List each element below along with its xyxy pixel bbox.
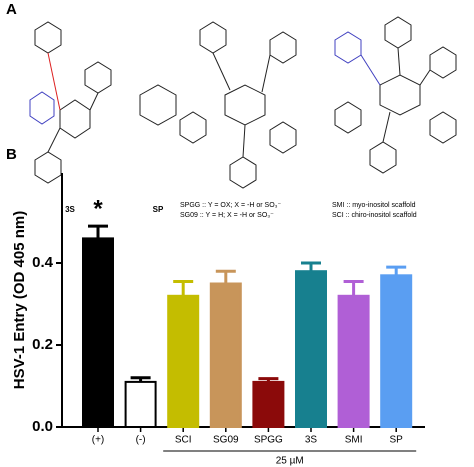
y-axis-label: HSV-1 Entry (OD 405 nm)	[11, 211, 28, 389]
x-tick-label: SP	[390, 435, 404, 446]
bar	[209, 282, 242, 428]
x-tick-label: (+)	[92, 435, 105, 446]
bar	[82, 237, 114, 428]
panel-label: A	[6, 1, 17, 18]
x-tick-label: SCI	[175, 435, 192, 446]
y-tick-label: 0.4	[32, 254, 54, 271]
bar	[337, 294, 370, 428]
x-tick-label: (-)	[136, 435, 146, 446]
bar	[295, 270, 327, 429]
compound-label: 3S	[65, 205, 75, 214]
bar	[380, 274, 413, 428]
compound-legend: SMI :: myo-inositol scaffold	[332, 202, 416, 209]
plot: 0.0 0.2 0.4 (+) * (-) SCI SG09 SPGG 3S SMI SP 25 µM	[32, 173, 425, 467]
x-tick-label: SG09	[213, 435, 239, 446]
compound-legend: SCI :: chiro-inositol scaffold	[332, 212, 417, 219]
bar	[252, 380, 285, 428]
bar	[167, 294, 200, 428]
x-tick-label: 3S	[305, 435, 318, 446]
annotation: *	[93, 195, 103, 222]
group-label: 25 µM	[276, 456, 304, 467]
panel-label: B	[6, 146, 17, 163]
compound-label: SP	[153, 205, 164, 214]
y-tick-label: 0.0	[32, 418, 53, 435]
y-tick-label: 0.2	[32, 336, 53, 353]
x-tick-label: SPGG	[254, 435, 283, 446]
compound-legend: SPGG :: Y = OX; X = -H or SO₃⁻	[180, 202, 282, 209]
compound-legend: SG09 :: Y = H; X = -H or SO₃⁻	[180, 212, 274, 219]
bar	[124, 380, 157, 428]
x-tick-label: SMI	[345, 435, 363, 446]
structures	[29, 16, 457, 189]
